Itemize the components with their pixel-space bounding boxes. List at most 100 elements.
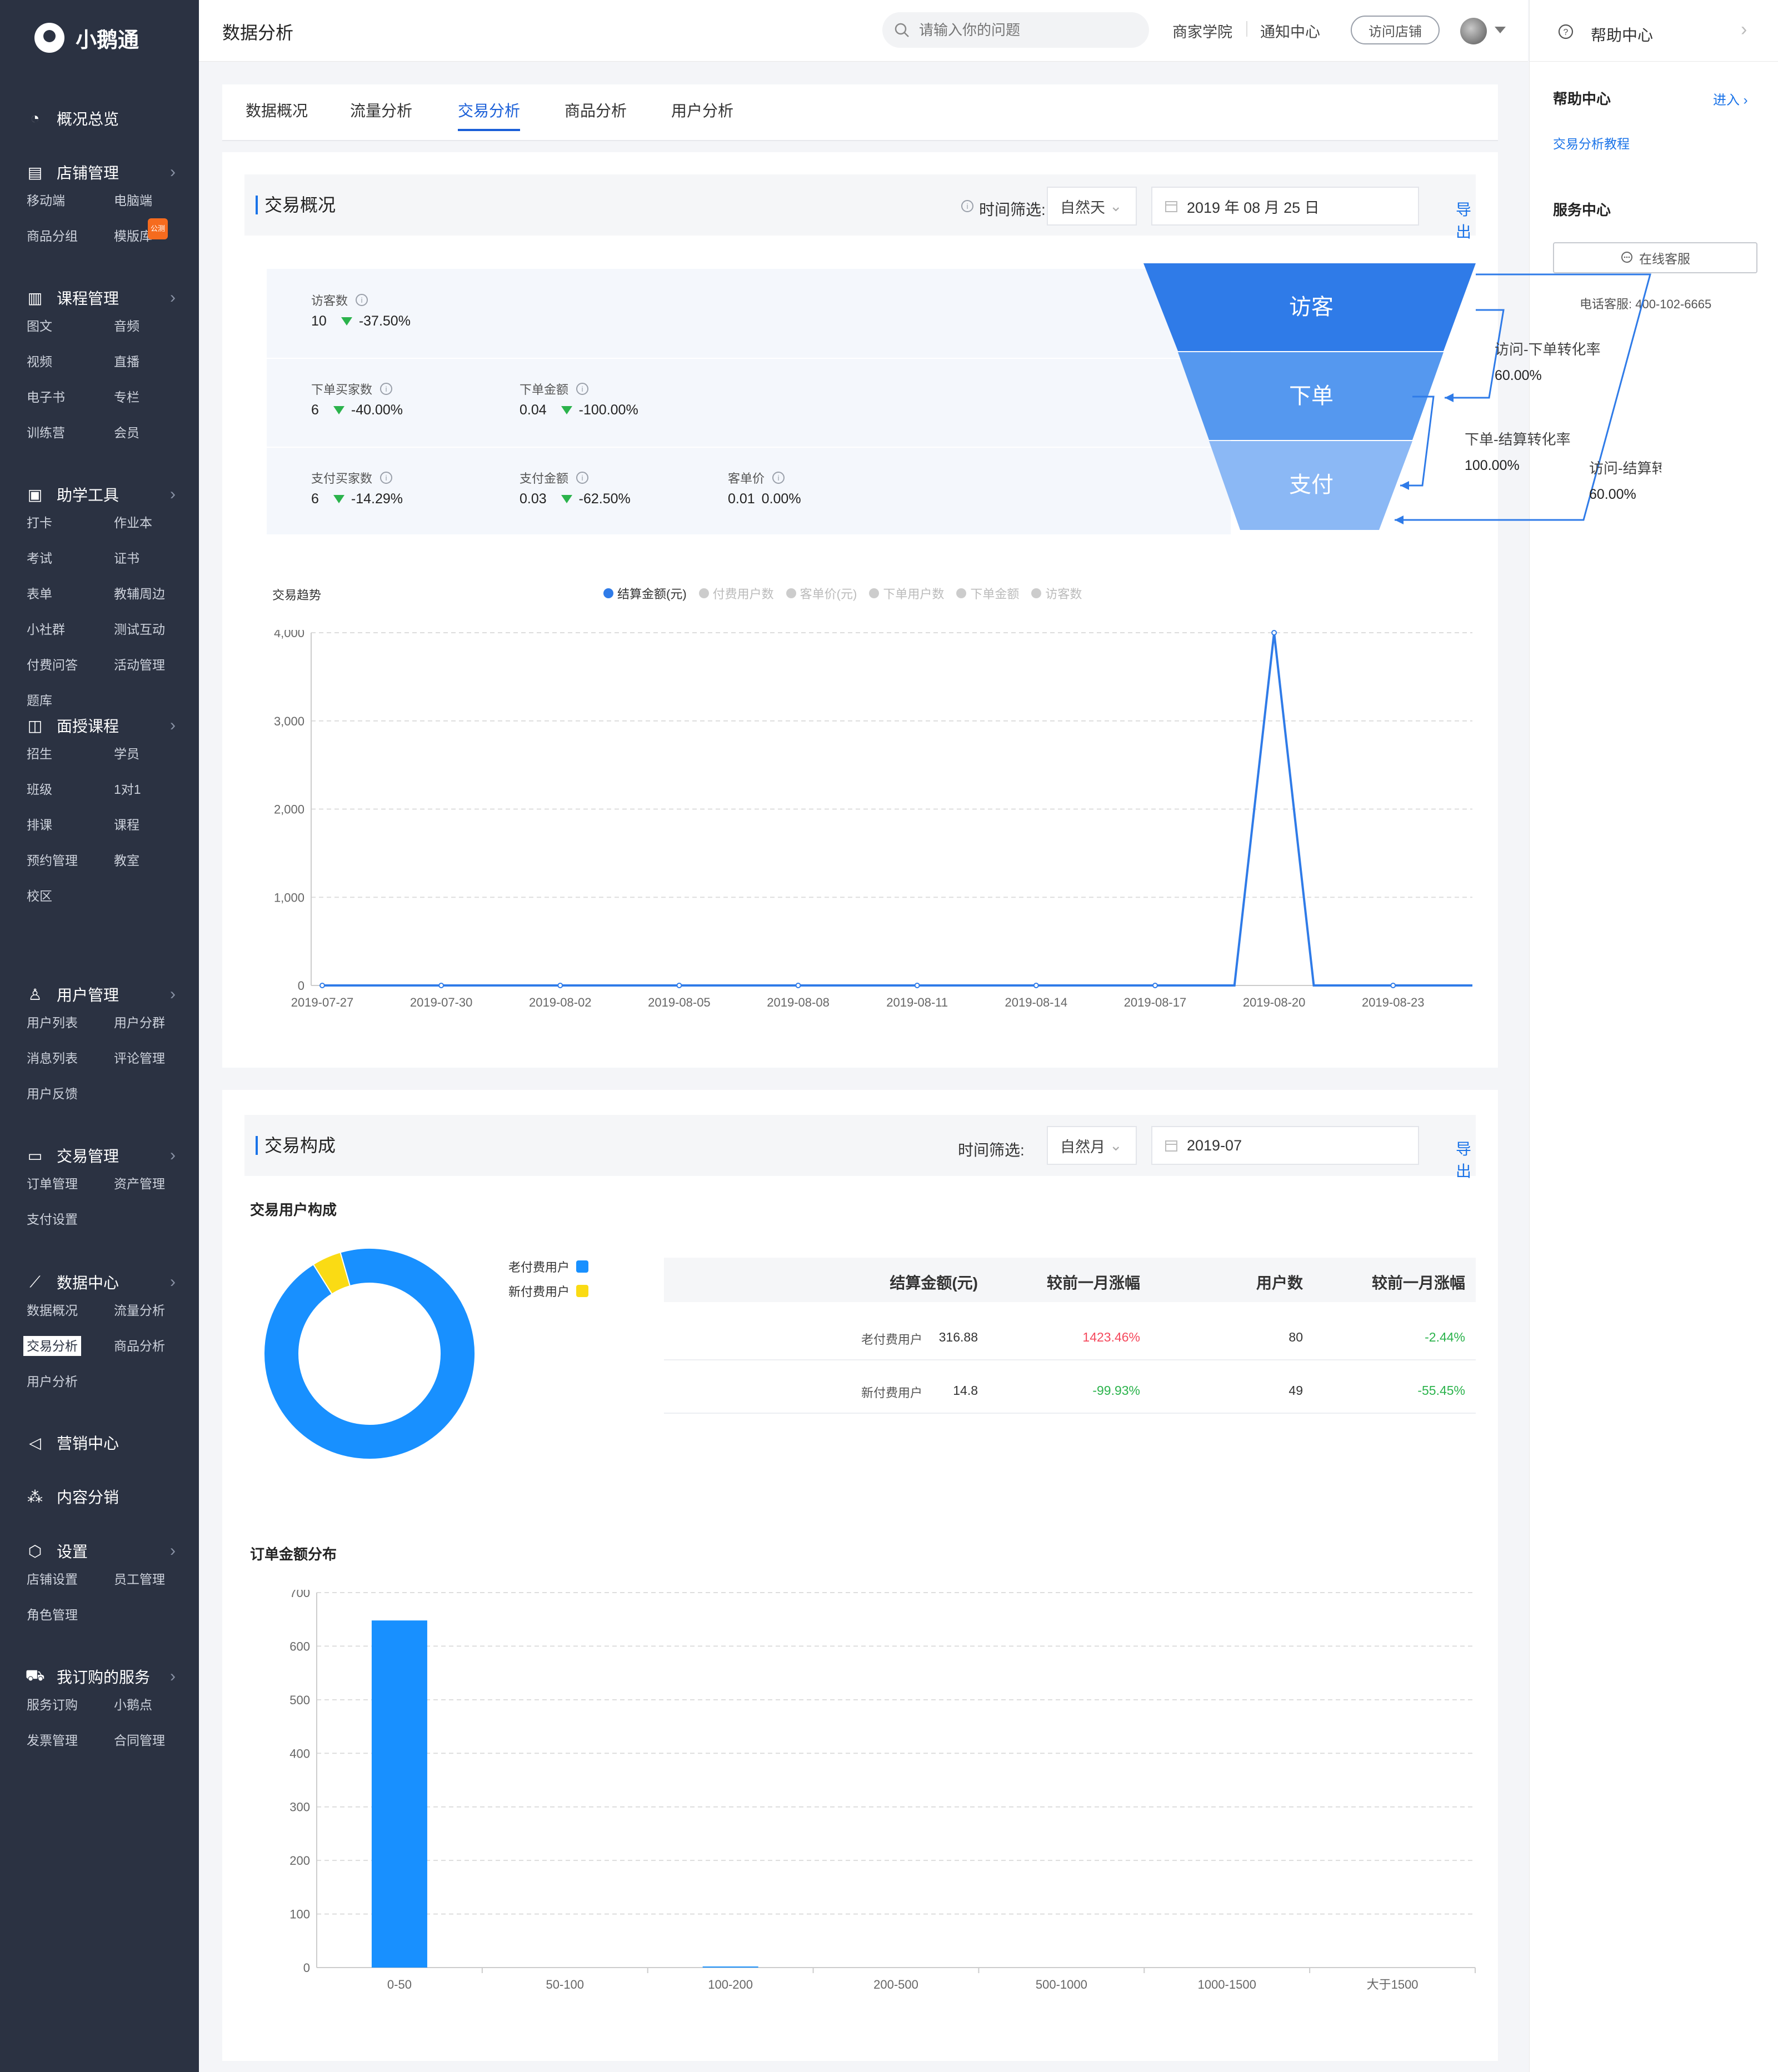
sidebar-group-11[interactable]: ⛟ 我订购的服务 › (25, 1663, 176, 1690)
tab-3[interactable]: 商品分析 (565, 99, 627, 121)
sidebar-item-7-3[interactable]: 商品分析 (114, 1336, 165, 1356)
sidebar-item-4-7[interactable]: 教室 (114, 850, 139, 870)
tab-1[interactable]: 流量分析 (350, 99, 412, 121)
sidebar-item-2-1[interactable]: 音频 (114, 316, 139, 336)
info-icon[interactable]: i (356, 294, 368, 306)
sidebar-item-11-0[interactable]: 服务订购 (27, 1695, 78, 1715)
tab-0[interactable]: 数据概况 (246, 99, 308, 121)
donut-legend-item[interactable]: 老付费用户 (508, 1254, 589, 1279)
sidebar-item-2-5[interactable]: 专栏 (114, 387, 139, 407)
legend-item-1[interactable]: 付费用户数 (698, 584, 774, 602)
sidebar-item-6-0[interactable]: 订单管理 (27, 1174, 78, 1194)
info-icon[interactable]: i (576, 472, 589, 484)
month-select[interactable]: 自然月 ⌄ (1047, 1126, 1137, 1165)
sidebar-item-10-1[interactable]: 员工管理 (114, 1569, 165, 1589)
sidebar-item-3-4[interactable]: 表单 (27, 584, 52, 604)
sidebar-item-6-1[interactable]: 资产管理 (114, 1174, 165, 1194)
sidebar-item-3-6[interactable]: 小社群 (27, 619, 65, 639)
donut-legend-item[interactable]: 新付费用户 (508, 1279, 589, 1303)
sidebar-item-4-5[interactable]: 课程 (114, 815, 139, 835)
info-icon[interactable]: i (772, 472, 785, 484)
sidebar-item-1-1[interactable]: 电脑端 (114, 191, 152, 211)
sidebar-item-1-3[interactable]: 模版库 公测 (114, 218, 168, 246)
sidebar-item-3-1[interactable]: 作业本 (114, 513, 152, 533)
tab-4[interactable]: 用户分析 (671, 99, 733, 121)
info-icon[interactable]: i (380, 472, 393, 484)
export-link[interactable]: 导出 (1456, 201, 1472, 241)
online-service-button[interactable]: 在线客服 (1553, 242, 1757, 273)
sidebar-group-6[interactable]: ▭ 交易管理 › (26, 1142, 176, 1169)
sidebar-item-10-0[interactable]: 店铺设置 (27, 1569, 78, 1589)
month-picker[interactable]: 2019-07 (1151, 1126, 1419, 1165)
sidebar-item-4-2[interactable]: 班级 (27, 779, 52, 799)
legend-item-3[interactable]: 下单用户数 (869, 584, 944, 602)
sidebar-item-2-6[interactable]: 训练营 (27, 423, 65, 443)
sidebar-item-3-9[interactable]: 活动管理 (114, 655, 165, 675)
period-select[interactable]: 自然天 ⌄ (1047, 187, 1137, 226)
sidebar-item-11-3[interactable]: 合同管理 (114, 1730, 165, 1750)
sidebar-item-2-7[interactable]: 会员 (114, 423, 139, 443)
sidebar-group-2[interactable]: ▥ 课程管理 › (26, 284, 176, 312)
sidebar-item-2-3[interactable]: 直播 (114, 352, 139, 372)
sidebar-item-4-6[interactable]: 预约管理 (27, 850, 78, 870)
sidebar-item-4-0[interactable]: 招生 (27, 744, 52, 764)
enter-link[interactable]: 进入 › (1713, 93, 1748, 108)
export-link[interactable]: 导出 (1456, 1140, 1472, 1180)
notification-center-link[interactable]: 通知中心 (1260, 24, 1320, 41)
sidebar-item-4-8[interactable]: 校区 (27, 886, 52, 906)
sidebar-item-7-4[interactable]: 用户分析 (27, 1372, 78, 1392)
sidebar-item-5-2[interactable]: 消息列表 (27, 1048, 78, 1068)
legend-item-2[interactable]: 客单价(元) (786, 584, 857, 602)
merchant-academy-link[interactable]: 商家学院 (1172, 24, 1232, 41)
sidebar-item-11-2[interactable]: 发票管理 (27, 1730, 78, 1750)
info-icon[interactable]: i (380, 383, 393, 395)
avatar[interactable] (1460, 18, 1487, 44)
sidebar-item-2-2[interactable]: 视频 (27, 352, 52, 372)
tab-2[interactable]: 交易分析 (458, 99, 520, 131)
date-picker[interactable]: 2019 年 08 月 25 日 (1151, 187, 1419, 226)
visit-store-button[interactable]: 访问店铺 (1351, 16, 1440, 44)
legend-item-5[interactable]: 访客数 (1031, 584, 1082, 602)
sidebar-item-4-3[interactable]: 1对1 (114, 779, 141, 799)
sidebar-item-3-8[interactable]: 付费问答 (27, 655, 78, 675)
sidebar-item-2-0[interactable]: 图文 (27, 316, 52, 336)
sidebar-item-3-3[interactable]: 证书 (114, 548, 139, 568)
sidebar-item-4-1[interactable]: 学员 (114, 744, 139, 764)
sidebar-item-3-5[interactable]: 教辅周边 (114, 584, 165, 604)
sidebar-group-4[interactable]: ◫ 面授课程 › (26, 712, 176, 739)
sidebar-group-3[interactable]: ▣ 助学工具 › (26, 481, 176, 508)
sidebar-item-10-2[interactable]: 角色管理 (27, 1605, 78, 1625)
search-input[interactable] (918, 21, 1131, 39)
brand-logo[interactable]: 小鹅通 (34, 21, 139, 54)
sidebar-item-2-4[interactable]: 电子书 (27, 387, 65, 407)
tutorial-link[interactable]: 交易分析教程 (1553, 137, 1630, 151)
sidebar-item-3-7[interactable]: 测试互动 (114, 619, 165, 639)
sidebar-item-1-2[interactable]: 商品分组 (27, 226, 78, 246)
legend-item-4[interactable]: 下单金额 (956, 584, 1019, 602)
sidebar-item-6-2[interactable]: 支付设置 (27, 1209, 78, 1229)
sidebar-item-3-2[interactable]: 考试 (27, 548, 52, 568)
sidebar-item-1-0[interactable]: 移动端 (27, 191, 65, 211)
sidebar-item-4-4[interactable]: 排课 (27, 815, 52, 835)
sidebar-group-7[interactable]: ⟋ 数据中心 › (26, 1268, 176, 1296)
sidebar-group-9[interactable]: ⁂ 内容分销 (26, 1483, 176, 1510)
sidebar-group-5[interactable]: ♙ 用户管理 › (26, 980, 176, 1008)
info-icon[interactable]: i (961, 200, 973, 212)
sidebar-group-8[interactable]: ◁ 营销中心 (26, 1429, 176, 1457)
help-header[interactable]: ? 帮助中心 › (1530, 0, 1778, 62)
sidebar-group-1[interactable]: ▤ 店铺管理 › (26, 158, 176, 186)
legend-item-0[interactable]: 结算金额(元) (603, 584, 687, 602)
caret-down-icon[interactable] (1495, 27, 1506, 33)
sidebar-item-3-0[interactable]: 打卡 (27, 513, 52, 533)
search-box[interactable] (882, 12, 1149, 48)
sidebar-item-3-10[interactable]: 题库 (27, 690, 52, 710)
sidebar-item-5-4[interactable]: 用户反馈 (27, 1084, 78, 1104)
info-icon[interactable]: i (576, 383, 589, 395)
sidebar-group-0[interactable]: ◔ 概况总览 (26, 104, 176, 132)
sidebar-item-5-0[interactable]: 用户列表 (27, 1013, 78, 1033)
sidebar-item-7-0[interactable]: 数据概况 (27, 1300, 78, 1320)
sidebar-group-10[interactable]: ⬡ 设置 › (26, 1537, 176, 1565)
sidebar-item-5-1[interactable]: 用户分群 (114, 1013, 165, 1033)
sidebar-item-11-1[interactable]: 小鹅点 (114, 1695, 152, 1715)
sidebar-item-7-2[interactable]: 交易分析 (23, 1336, 81, 1356)
